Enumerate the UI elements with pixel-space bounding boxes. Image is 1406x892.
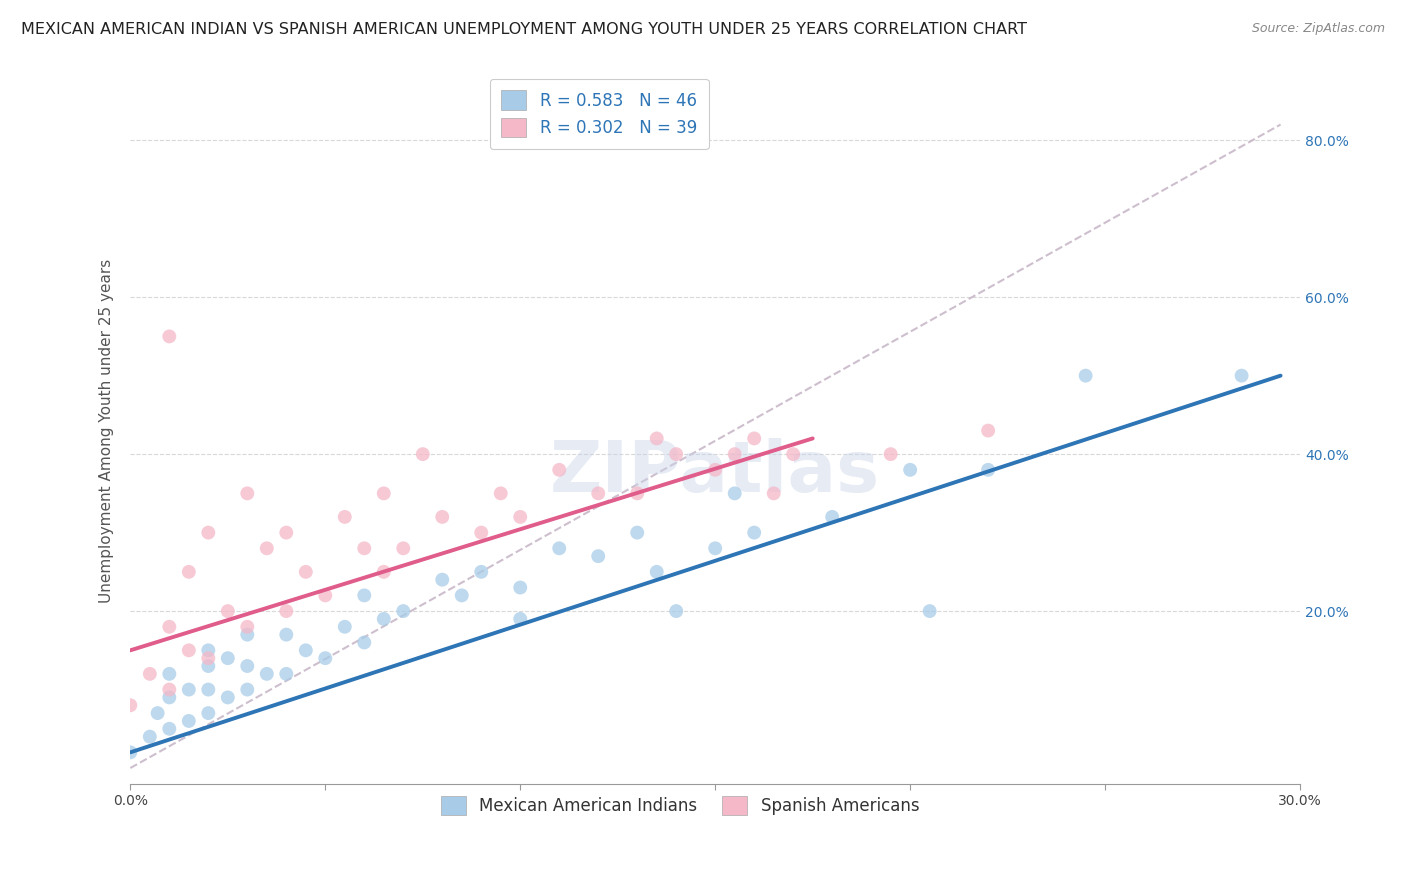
Point <box>256 666 278 681</box>
Point <box>177 565 200 579</box>
Point <box>724 447 747 461</box>
Point <box>1074 368 1097 383</box>
Point <box>217 604 239 618</box>
Point <box>1230 368 1253 383</box>
Point <box>236 486 259 500</box>
Point <box>353 635 375 649</box>
Point <box>548 463 571 477</box>
Point <box>157 682 180 697</box>
Point <box>742 432 765 446</box>
Point <box>898 463 921 477</box>
Point <box>276 627 298 641</box>
Point <box>333 620 356 634</box>
Point <box>782 447 804 461</box>
Point <box>197 706 219 720</box>
Point <box>177 682 200 697</box>
Point <box>157 620 180 634</box>
Point <box>157 666 180 681</box>
Point <box>373 565 395 579</box>
Point <box>236 659 259 673</box>
Point <box>197 659 219 673</box>
Point <box>120 698 142 713</box>
Point <box>353 588 375 602</box>
Point <box>645 432 668 446</box>
Point <box>665 604 688 618</box>
Point <box>197 682 219 697</box>
Point <box>412 447 434 461</box>
Point <box>373 612 395 626</box>
Point <box>314 651 336 665</box>
Text: Source: ZipAtlas.com: Source: ZipAtlas.com <box>1251 22 1385 36</box>
Point <box>977 424 1000 438</box>
Point <box>509 612 531 626</box>
Point <box>489 486 512 500</box>
Point <box>120 745 142 759</box>
Point <box>256 541 278 556</box>
Text: MEXICAN AMERICAN INDIAN VS SPANISH AMERICAN UNEMPLOYMENT AMONG YOUTH UNDER 25 YE: MEXICAN AMERICAN INDIAN VS SPANISH AMERI… <box>21 22 1028 37</box>
Point <box>665 447 688 461</box>
Point <box>704 541 727 556</box>
Point <box>236 682 259 697</box>
Point <box>217 690 239 705</box>
Point <box>276 666 298 681</box>
Point <box>314 588 336 602</box>
Point <box>139 730 162 744</box>
Point <box>626 486 648 500</box>
Point <box>918 604 941 618</box>
Point <box>177 714 200 728</box>
Point <box>821 509 844 524</box>
Point <box>450 588 472 602</box>
Point <box>586 549 609 563</box>
Point <box>548 541 571 556</box>
Text: ZIPatlas: ZIPatlas <box>550 439 880 508</box>
Point <box>276 525 298 540</box>
Point <box>236 627 259 641</box>
Point <box>470 565 492 579</box>
Point <box>157 722 180 736</box>
Point <box>197 525 219 540</box>
Point <box>353 541 375 556</box>
Point <box>704 463 727 477</box>
Point <box>217 651 239 665</box>
Point <box>197 643 219 657</box>
Point <box>626 525 648 540</box>
Point <box>586 486 609 500</box>
Point <box>333 509 356 524</box>
Point <box>645 565 668 579</box>
Point <box>432 573 454 587</box>
Point <box>977 463 1000 477</box>
Y-axis label: Unemployment Among Youth under 25 years: Unemployment Among Youth under 25 years <box>100 259 114 603</box>
Point <box>177 643 200 657</box>
Point <box>236 620 259 634</box>
Point <box>392 541 415 556</box>
Point <box>146 706 169 720</box>
Point <box>509 509 531 524</box>
Point <box>373 486 395 500</box>
Point <box>294 565 316 579</box>
Point <box>392 604 415 618</box>
Point <box>294 643 316 657</box>
Point <box>724 486 747 500</box>
Point <box>139 666 162 681</box>
Point <box>762 486 785 500</box>
Legend: Mexican American Indians, Spanish Americans: Mexican American Indians, Spanish Americ… <box>430 786 929 825</box>
Point <box>879 447 901 461</box>
Point <box>276 604 298 618</box>
Point <box>197 651 219 665</box>
Point <box>157 690 180 705</box>
Point <box>157 329 180 343</box>
Point <box>509 581 531 595</box>
Point <box>432 509 454 524</box>
Point <box>742 525 765 540</box>
Point <box>470 525 492 540</box>
